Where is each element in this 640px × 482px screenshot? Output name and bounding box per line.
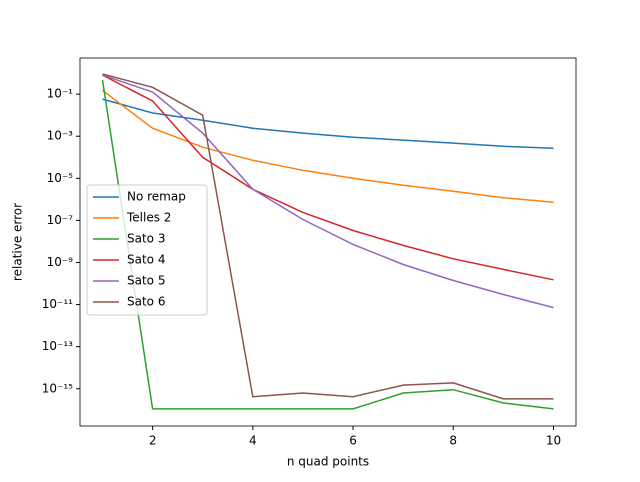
y-tick-label: 10⁻³ [47,129,74,143]
legend-label: Telles 2 [126,211,171,225]
y-tick-label: 10⁻¹¹ [42,297,73,311]
plot-frame [79,57,577,427]
y-tick-label: 10⁻¹⁵ [42,381,73,395]
data-line [102,74,554,281]
x-tick-label: 10 [546,434,561,448]
legend-label: Sato 6 [127,295,165,309]
legend-label: Sato 3 [127,232,165,246]
legend: No remap Telles 2 Sato 3 Sato 4 Sato 5 Sato 6 [86,184,208,316]
legend-label: Sato 5 [127,274,165,288]
data-line [102,98,554,149]
legend-label: No remap [127,190,186,204]
x-tick-label: 2 [149,434,157,448]
legend-label: Sato 4 [127,253,165,267]
data-line [102,73,554,400]
y-tick-label: 10⁻⁹ [47,255,74,269]
data-line [102,89,554,204]
y-axis-label: relative error [11,203,25,281]
x-tick-label: 6 [349,434,357,448]
y-tick-label: 10⁻⁵ [47,171,74,185]
y-tick-label: 10⁻¹³ [42,339,73,353]
x-tick-label: 8 [449,434,457,448]
x-axis-label: n quad points [287,455,369,469]
y-tick-label: 10⁻¹ [47,87,74,101]
y-tick-label: 10⁻⁷ [47,213,74,227]
data-line [101,79,554,410]
data-line [102,74,554,309]
x-tick-label: 4 [249,434,257,448]
